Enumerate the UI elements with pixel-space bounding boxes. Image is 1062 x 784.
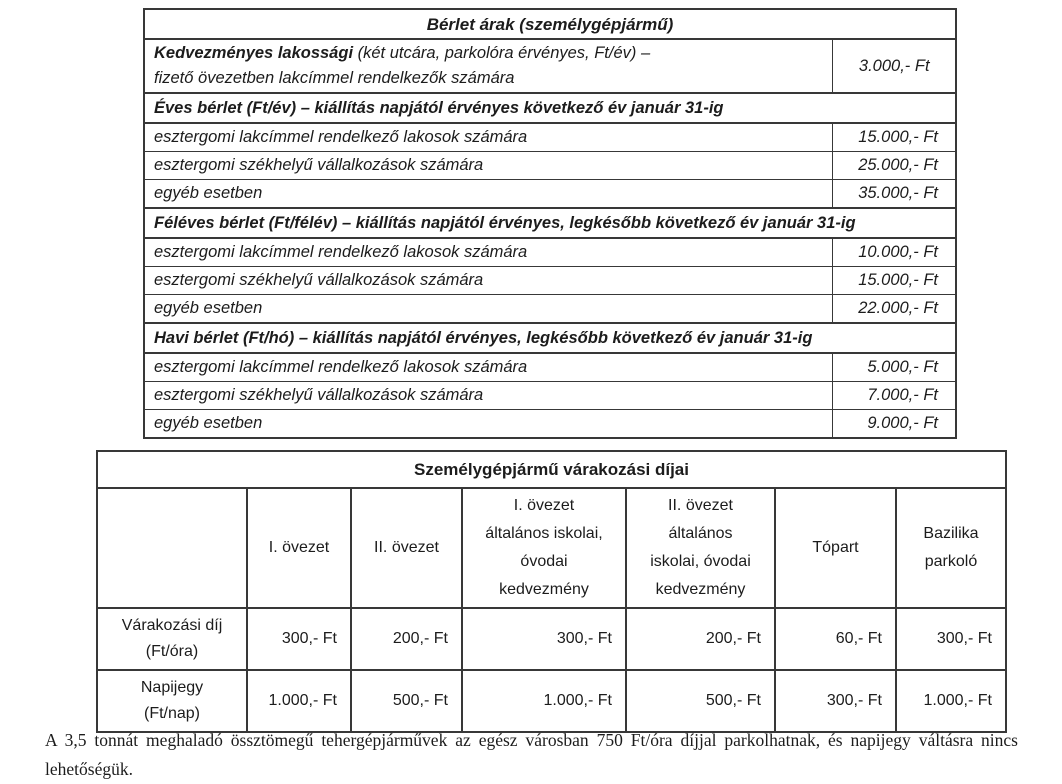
row-label: esztergomi székhelyű vállalkozások számá… [143, 151, 834, 180]
row-label: esztergomi székhelyű vállalkozások számá… [143, 381, 834, 410]
fee-cell: 500,- Ft [625, 669, 776, 733]
table-row: esztergomi székhelyű vállalkozások számá… [143, 266, 957, 295]
price-cell: 25.000,- Ft [832, 151, 957, 180]
column-header-empty [96, 487, 248, 609]
row-label: egyéb esetben [143, 294, 834, 324]
fee-cell: 1.000,- Ft [246, 669, 352, 733]
fee-cell: 300,- Ft [895, 607, 1007, 671]
row-label: esztergomi lakcímmel rendelkező lakosok … [143, 122, 834, 152]
section-header-row: Féléves bérlet (Ft/félév) – kiállítás na… [143, 207, 957, 239]
column-header-zone2: II. övezet [350, 487, 463, 609]
table-row: esztergomi lakcímmel rendelkező lakosok … [143, 122, 957, 152]
table-row: esztergomi székhelyű vállalkozások számá… [143, 151, 957, 180]
table-row: esztergomi lakcímmel rendelkező lakosok … [143, 352, 957, 382]
row-label: esztergomi lakcímmel rendelkező lakosok … [143, 237, 834, 267]
section-header-halfyear: Féléves bérlet (Ft/félév) – kiállítás na… [143, 207, 957, 239]
price-cell: 15.000,- Ft [832, 266, 957, 295]
fee-cell: 1.000,- Ft [461, 669, 627, 733]
table-row-hourly: Várakozási díj (Ft/óra) 300,- Ft 200,- F… [96, 607, 1007, 671]
section-header-annual: Éves bérlet (Ft/év) – kiállítás napjától… [143, 92, 957, 124]
fee-cell: 1.000,- Ft [895, 669, 1007, 733]
fee-cell: 300,- Ft [461, 607, 627, 671]
section-header-monthly: Havi bérlet (Ft/hó) – kiállítás napjától… [143, 322, 957, 354]
column-header-row: I. övezet II. övezet I. övezet általános… [96, 487, 1007, 609]
parking-fees-table: Személygépjármű várakozási díjai I. övez… [96, 450, 1007, 733]
discount-label-rest: (két utcára, parkolóra érvényes, Ft/év) … [154, 44, 651, 87]
table-title-row: Bérlet árak (személygépjármű) [143, 8, 957, 40]
table-title-row: Személygépjármű várakozási díjai [96, 450, 1007, 489]
table-row: egyéb esetben 35.000,- Ft [143, 179, 957, 209]
row-label: egyéb esetben [143, 409, 834, 439]
table-row: egyéb esetben 22.000,- Ft [143, 294, 957, 324]
row-label: esztergomi lakcímmel rendelkező lakosok … [143, 352, 834, 382]
column-header-topart: Tópart [774, 487, 897, 609]
column-header-zone1: I. övezet [246, 487, 352, 609]
section-header-row: Éves bérlet (Ft/év) – kiállítás napjától… [143, 92, 957, 124]
price-cell: 10.000,- Ft [832, 237, 957, 267]
price-cell: 35.000,- Ft [832, 179, 957, 209]
discount-residential-label: Kedvezményes lakossági (két utcára, park… [143, 38, 834, 94]
column-header-bazilika: Bazilika parkoló [895, 487, 1007, 609]
discount-label-bold: Kedvezményes lakossági [154, 44, 354, 62]
fee-cell: 300,- Ft [246, 607, 352, 671]
row-label: Várakozási díj (Ft/óra) [96, 607, 248, 671]
row-label: egyéb esetben [143, 179, 834, 209]
table-row: egyéb esetben 9.000,- Ft [143, 409, 957, 439]
price-cell: 7.000,- Ft [832, 381, 957, 410]
fee-cell: 300,- Ft [774, 669, 897, 733]
price-cell: 9.000,- Ft [832, 409, 957, 439]
section-header-row: Havi bérlet (Ft/hó) – kiállítás napjától… [143, 322, 957, 354]
fee-cell: 200,- Ft [625, 607, 776, 671]
table2-title: Személygépjármű várakozási díjai [96, 450, 1007, 489]
table-row-daily: Napijegy (Ft/nap) 1.000,- Ft 500,- Ft 1.… [96, 669, 1007, 733]
table-row: esztergomi székhelyű vállalkozások számá… [143, 381, 957, 410]
price-cell: 3.000,- Ft [832, 38, 957, 94]
fee-cell: 200,- Ft [350, 607, 463, 671]
fee-cell: 500,- Ft [350, 669, 463, 733]
column-header-zone1-discount: I. övezet általános iskolai, óvodai kedv… [461, 487, 627, 609]
row-label: esztergomi székhelyű vállalkozások számá… [143, 266, 834, 295]
table-row: Kedvezményes lakossági (két utcára, park… [143, 38, 957, 94]
row-label: Napijegy (Ft/nap) [96, 669, 248, 733]
price-cell: 5.000,- Ft [832, 352, 957, 382]
price-cell: 22.000,- Ft [832, 294, 957, 324]
column-header-zone2-discount: II. övezet általános iskolai, óvodai ked… [625, 487, 776, 609]
price-cell: 15.000,- Ft [832, 122, 957, 152]
table1-title: Bérlet árak (személygépjármű) [143, 8, 957, 40]
table-row: esztergomi lakcímmel rendelkező lakosok … [143, 237, 957, 267]
fee-cell: 60,- Ft [774, 607, 897, 671]
pass-prices-table: Bérlet árak (személygépjármű) Kedvezmény… [143, 8, 957, 439]
truck-parking-note: A 3,5 tonnát meghaladó össztömegű teherg… [45, 730, 1018, 779]
